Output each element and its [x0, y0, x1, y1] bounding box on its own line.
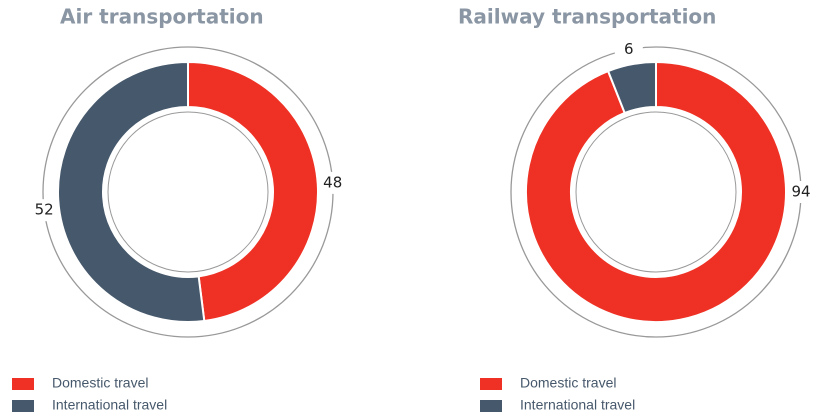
legend-swatch: [480, 378, 502, 390]
value-label: 94: [791, 183, 810, 201]
legend-label: International travel: [520, 397, 635, 413]
value-label: 6: [624, 40, 634, 58]
chart-title: Railway transportation: [458, 5, 716, 29]
label-gap: [318, 171, 347, 194]
legend-swatch: [480, 400, 502, 412]
chart-title: Air transportation: [60, 5, 264, 29]
label-gap: [614, 38, 643, 61]
donut-slice: [525, 60, 787, 323]
legend-swatch: [12, 400, 34, 412]
inner-ring: [575, 111, 737, 273]
legend-label: Domestic travel: [52, 375, 148, 391]
donut-slice: [606, 60, 657, 115]
legend-label: Domestic travel: [520, 375, 616, 391]
legend-label: International travel: [52, 397, 167, 413]
inner-ring: [107, 111, 269, 273]
label-gap: [787, 181, 814, 203]
donut-slice: [187, 60, 319, 323]
value-label: 48: [323, 173, 342, 191]
donut-slice: [57, 60, 206, 323]
value-label: 52: [35, 201, 54, 219]
legend-swatch: [12, 378, 34, 390]
label-gap: [30, 199, 59, 222]
